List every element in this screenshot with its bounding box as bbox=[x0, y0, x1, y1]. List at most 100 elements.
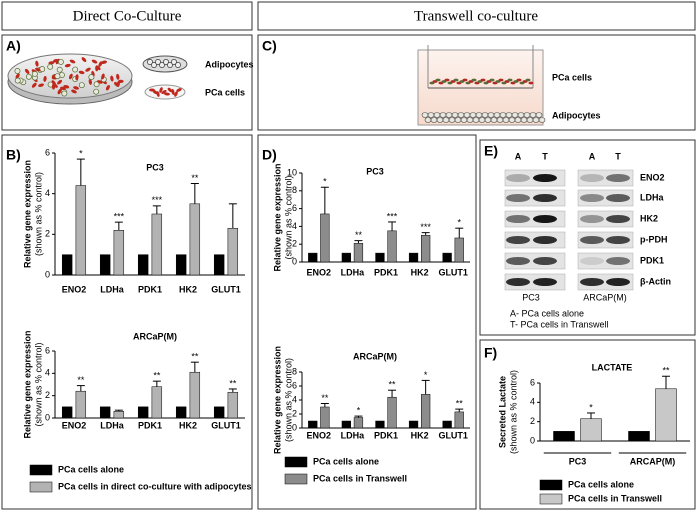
cell bbox=[88, 74, 95, 81]
error-bar bbox=[228, 203, 237, 229]
bar bbox=[151, 386, 163, 419]
cell bbox=[56, 66, 63, 73]
bar bbox=[113, 411, 125, 419]
panel-box bbox=[479, 339, 696, 510]
x-tick-label: HK2 bbox=[179, 420, 197, 430]
lane-label: T bbox=[542, 151, 548, 161]
cell bbox=[421, 112, 429, 118]
bar bbox=[113, 230, 125, 276]
bar bbox=[454, 411, 464, 429]
bar bbox=[137, 254, 149, 276]
cell bbox=[520, 117, 528, 123]
error-bar bbox=[76, 158, 85, 186]
blot-band bbox=[533, 257, 557, 265]
cell bbox=[88, 78, 92, 85]
x-tick-label: PDK1 bbox=[374, 430, 398, 440]
error-bar bbox=[114, 409, 123, 412]
y-tick-label: 2 bbox=[292, 239, 297, 249]
cell bbox=[442, 117, 450, 123]
cell bbox=[116, 73, 120, 80]
lane-label: A bbox=[515, 151, 522, 161]
chart-title: LACTATE bbox=[592, 362, 633, 372]
blot-strip bbox=[577, 273, 634, 291]
y-tick-label: 6 bbox=[530, 377, 535, 387]
cell bbox=[451, 112, 459, 118]
cell bbox=[505, 112, 513, 118]
cell bbox=[14, 77, 21, 84]
bar bbox=[213, 406, 225, 419]
blot-note: T- PCa cells in Transwell bbox=[510, 319, 609, 329]
bar bbox=[308, 252, 318, 263]
cell bbox=[516, 78, 522, 82]
bar bbox=[227, 227, 239, 276]
legend-swatch bbox=[284, 456, 308, 468]
protein-label: PDK1 bbox=[640, 255, 664, 265]
bar bbox=[151, 213, 163, 276]
illustration-label: Adipocytes bbox=[205, 59, 254, 69]
cell bbox=[161, 89, 167, 95]
significance: * bbox=[323, 177, 327, 187]
cell bbox=[481, 112, 489, 118]
cell bbox=[48, 61, 55, 65]
cell bbox=[43, 75, 47, 82]
cell bbox=[52, 58, 59, 63]
cell bbox=[439, 112, 447, 118]
y-axis-label: Relative gene expression bbox=[272, 163, 282, 271]
cell bbox=[453, 78, 459, 82]
bar bbox=[341, 252, 351, 263]
legend-label: PCa cells alone bbox=[58, 464, 124, 474]
y-tick-label: 2 bbox=[292, 408, 297, 418]
x-tick-label: GLUT1 bbox=[438, 267, 468, 277]
bar bbox=[353, 243, 364, 263]
error-bar bbox=[190, 361, 199, 373]
significance: * bbox=[457, 218, 461, 228]
cell bbox=[98, 61, 103, 67]
cell bbox=[167, 87, 173, 93]
error-bar bbox=[320, 186, 329, 214]
cell bbox=[532, 117, 540, 123]
cell bbox=[478, 117, 486, 123]
y-tick-label: 4 bbox=[292, 394, 297, 404]
protein-label: HK2 bbox=[640, 213, 658, 223]
blot-band bbox=[533, 215, 557, 223]
bar bbox=[175, 406, 187, 419]
y-axis-label: Relative gene expression bbox=[272, 346, 282, 454]
significance: ** bbox=[191, 352, 199, 362]
cell bbox=[460, 117, 468, 123]
y-tick-label: 6 bbox=[45, 345, 50, 355]
cell bbox=[499, 112, 507, 118]
legend-swatch bbox=[539, 493, 563, 505]
cell bbox=[57, 88, 62, 95]
panel-box bbox=[1, 34, 253, 131]
bar bbox=[655, 388, 677, 442]
chart-title: PC3 bbox=[146, 162, 164, 172]
cell bbox=[63, 85, 70, 89]
x-tick-label: ENO2 bbox=[62, 284, 87, 294]
cell bbox=[116, 81, 120, 88]
bar bbox=[442, 420, 452, 429]
error-bar bbox=[421, 379, 430, 395]
error-bar bbox=[455, 408, 464, 412]
bar bbox=[175, 254, 187, 276]
cell bbox=[424, 117, 432, 123]
error-bar bbox=[388, 221, 397, 231]
cell bbox=[64, 63, 71, 68]
cell bbox=[502, 117, 510, 123]
bar bbox=[99, 254, 111, 276]
cell bbox=[535, 112, 543, 118]
panel-box bbox=[1, 134, 253, 510]
y-axis-label: (shown as % control) bbox=[33, 172, 43, 256]
cell bbox=[15, 73, 20, 79]
cell bbox=[91, 59, 98, 64]
cell bbox=[81, 57, 87, 63]
y-tick-label: 2 bbox=[45, 390, 50, 400]
protein-label: p-PDH bbox=[640, 234, 668, 244]
western-blot: A T A T ENO2 LDHa HK2 p-PDH PDK1 β-Actin PC3 ARCaP(… bbox=[504, 151, 671, 329]
error-bar bbox=[354, 240, 363, 244]
x-tick-label: LDHa bbox=[100, 284, 124, 294]
cell bbox=[435, 78, 441, 82]
legend-label: PCa cells in Transwell bbox=[313, 473, 407, 483]
protein-label: ENO2 bbox=[640, 172, 665, 182]
blot-band bbox=[580, 174, 604, 182]
